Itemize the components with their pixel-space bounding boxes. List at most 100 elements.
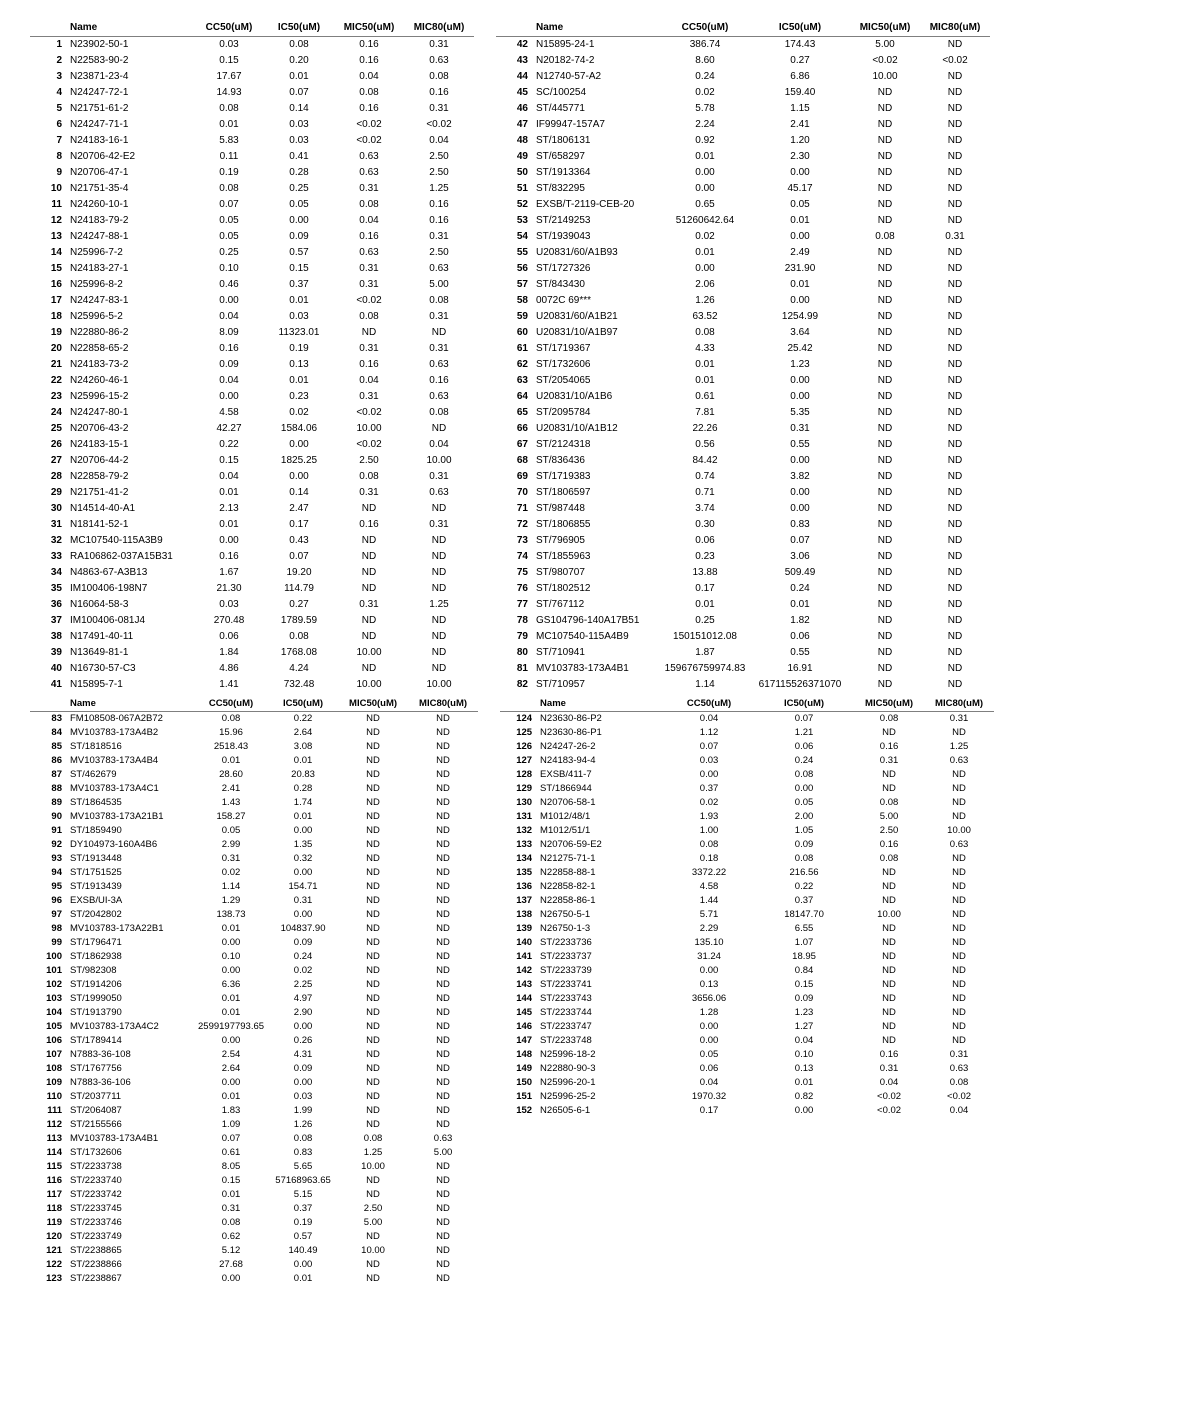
table-row: 16N25996-8-20.460.370.315.0057ST/8434302… <box>30 277 990 293</box>
compound-name: N21751-41-2 <box>66 485 194 501</box>
empty <box>664 1258 754 1272</box>
row-index: 67 <box>496 437 532 453</box>
table-row: 118ST/22337450.310.372.50ND <box>30 1202 994 1216</box>
empty <box>754 1174 854 1188</box>
ic50-value: 0.02 <box>264 405 334 421</box>
compound-name: ST/2124318 <box>532 437 660 453</box>
row-index: 150 <box>500 1076 536 1090</box>
table-row: 98MV103783-173A22B10.01104837.90NDND139N… <box>30 922 994 936</box>
mic80-value: ND <box>924 964 994 978</box>
compound-name: N17491-40-11 <box>66 629 194 645</box>
gap <box>474 53 496 69</box>
cc50-value: 0.00 <box>660 165 750 181</box>
compound-name: ST/710957 <box>532 677 660 693</box>
mic80-value: 5.00 <box>408 1146 478 1160</box>
mic80-value: 0.63 <box>924 838 994 852</box>
compound-name: N20706-43-2 <box>66 421 194 437</box>
cc50-value: 4.33 <box>660 341 750 357</box>
ic50-value: 0.00 <box>268 824 338 838</box>
row-index: 46 <box>496 101 532 117</box>
mic80-value: ND <box>924 922 994 936</box>
table-row: 33RA106862-037A15B310.160.07NDND74ST/185… <box>30 549 990 565</box>
empty <box>924 1146 994 1160</box>
mic80-value: ND <box>920 341 990 357</box>
compound-name: MV103783-173A4B2 <box>66 726 194 740</box>
empty <box>664 1216 754 1230</box>
mic80-value: ND <box>920 485 990 501</box>
mic80-value: 0.08 <box>404 69 474 85</box>
mic50-value: <0.02 <box>334 133 404 149</box>
compound-name: N26750-5-1 <box>536 908 664 922</box>
empty <box>500 1216 536 1230</box>
gap <box>474 373 496 389</box>
ic50-value: 0.00 <box>268 1258 338 1272</box>
cc50-value: 0.16 <box>194 549 264 565</box>
mic50-value: 0.08 <box>334 469 404 485</box>
table-row: 6N24247-71-10.010.03<0.02<0.0247IF99947-… <box>30 117 990 133</box>
ic50-value: 0.07 <box>264 549 334 565</box>
row-index: 118 <box>30 1202 66 1216</box>
mic80-value: ND <box>920 613 990 629</box>
ic50-value: 0.07 <box>754 712 854 727</box>
mic80-value: ND <box>404 645 474 661</box>
table-row: 25N20706-43-242.271584.0610.00ND66U20831… <box>30 421 990 437</box>
data-table-page: Name CC50(uM) IC50(uM) MIC50(uM) MIC80(u… <box>30 20 1170 1286</box>
mic80-value: ND <box>924 950 994 964</box>
compound-name: ST/1719367 <box>532 341 660 357</box>
mic80-value: ND <box>920 453 990 469</box>
mic80-value: 0.31 <box>404 37 474 54</box>
mic50-value: ND <box>854 894 924 908</box>
empty <box>854 1244 924 1258</box>
compound-name: ST/462679 <box>66 768 194 782</box>
compound-name: ST/2042802 <box>66 908 194 922</box>
gap <box>478 922 500 936</box>
ic50-value: 11323.01 <box>264 325 334 341</box>
compound-name: ST/1732606 <box>532 357 660 373</box>
gap <box>478 1146 500 1160</box>
compound-name: ST/1859490 <box>66 824 194 838</box>
ic50-value: 1.23 <box>750 357 850 373</box>
row-index: 106 <box>30 1034 66 1048</box>
mic80-value: ND <box>408 880 478 894</box>
cc50-value: 138.73 <box>194 908 268 922</box>
compound-name: N21275-71-1 <box>536 852 664 866</box>
compound-name: N24247-71-1 <box>66 117 194 133</box>
cc50-value: 3372.22 <box>664 866 754 880</box>
row-index: 19 <box>30 325 66 341</box>
mic50-value: ND <box>854 978 924 992</box>
mic50-value: ND <box>850 117 920 133</box>
cc50-value: 0.01 <box>194 754 268 768</box>
header-row: Name CC50(uM) IC50(uM) MIC50(uM) MIC80(u… <box>30 20 990 37</box>
ic50-value: 0.31 <box>268 894 338 908</box>
table-row: 19N22880-86-28.0911323.01NDND60U20831/10… <box>30 325 990 341</box>
cc50-value: 2.06 <box>660 277 750 293</box>
mic80-value: 0.63 <box>924 1062 994 1076</box>
gap <box>478 992 500 1006</box>
mic50-value: ND <box>850 213 920 229</box>
ic50-value: 0.09 <box>264 229 334 245</box>
mic50-value: 0.16 <box>334 357 404 373</box>
cc50-value: 0.01 <box>194 117 264 133</box>
empty <box>664 1146 754 1160</box>
cc50-value: 0.17 <box>660 581 750 597</box>
mic80-value: 0.63 <box>408 1132 478 1146</box>
compound-name: N20706-42-E2 <box>66 149 194 165</box>
gap <box>478 740 500 754</box>
compound-name: ST/843430 <box>532 277 660 293</box>
cc50-value: 0.00 <box>194 293 264 309</box>
ic50-value: 20.83 <box>268 768 338 782</box>
empty <box>754 1146 854 1160</box>
row-index: 76 <box>496 581 532 597</box>
gap <box>478 1006 500 1020</box>
gap <box>478 1076 500 1090</box>
row-index: 24 <box>30 405 66 421</box>
row-index: 74 <box>496 549 532 565</box>
ic50-value: 0.00 <box>264 469 334 485</box>
cc50-value: 0.04 <box>664 1076 754 1090</box>
cc50-value: 0.01 <box>194 922 268 936</box>
mic80-value: 0.04 <box>404 133 474 149</box>
compound-name: N24247-26-2 <box>536 740 664 754</box>
ic50-value: 2.47 <box>264 501 334 517</box>
table-row: 101ST/9823080.000.02NDND142ST/22337390.0… <box>30 964 994 978</box>
gap <box>478 1230 500 1244</box>
